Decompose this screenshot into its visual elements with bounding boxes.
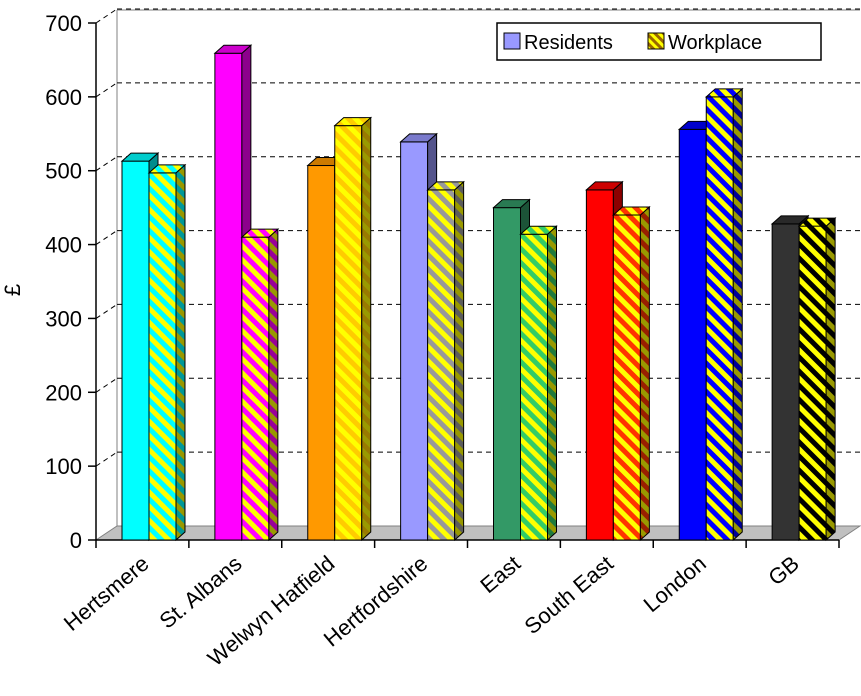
x-tick-label: GB [763, 551, 803, 591]
y-tick-labels: 0 100 200 300 400 500 600 700 [45, 11, 82, 553]
gridline [95, 304, 118, 319]
bar-workplace-6 [704, 87, 744, 542]
plot-floor [94, 525, 861, 541]
gridline [95, 377, 118, 393]
y-tick-label: 500 [45, 159, 82, 184]
y-axis-label: £ [0, 284, 25, 296]
x-tick-label: London [639, 551, 711, 617]
x-tick-label: Hertsmere [59, 551, 154, 636]
bar-workplace-3 [426, 180, 465, 542]
y-tick-label: 0 [70, 528, 82, 553]
bar-workplace-4 [519, 225, 558, 542]
legend-swatch-residents [503, 32, 521, 50]
bar-workplace-7 [797, 216, 837, 542]
bar-workplace-2 [333, 116, 373, 542]
plot-walls [116, 9, 860, 526]
gridline [95, 230, 118, 245]
y-tick-label: 600 [45, 85, 82, 110]
bar-workplace-0 [147, 163, 187, 542]
gridlines [95, 8, 860, 467]
x-tick-label: South East [519, 551, 618, 639]
legend: Residents Workplace [496, 22, 822, 61]
gridline [95, 82, 118, 98]
bar-workplace-5 [612, 205, 651, 542]
legend-label-residents: Residents [524, 32, 613, 54]
legend-label-workplace: Workplace [668, 32, 762, 54]
gridline [95, 451, 118, 467]
y-tick-label: 700 [45, 11, 82, 36]
y-tick-label: 300 [45, 306, 82, 331]
gridline [95, 156, 118, 172]
x-tick-label: East [475, 551, 525, 598]
x-tick-label: St. Albans [155, 551, 247, 634]
bar-workplace-1 [240, 228, 280, 542]
y-tick-label: 200 [45, 380, 82, 405]
y-tick-label: 400 [45, 233, 82, 258]
floor-plane [94, 525, 861, 541]
bars [120, 44, 837, 542]
gridline [95, 8, 118, 24]
y-tick-label: 100 [45, 454, 82, 479]
legend-swatch-workplace [647, 32, 665, 50]
